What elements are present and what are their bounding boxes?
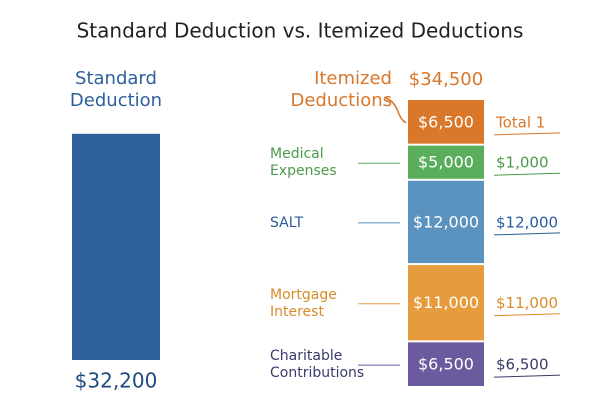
bar-segment — [408, 145, 484, 179]
value-label: $6,500 — [418, 112, 474, 131]
note: Total 1 — [495, 113, 545, 131]
note-underline — [493, 132, 561, 136]
note-underline — [493, 172, 561, 176]
category-label: Mortgage Interest — [270, 286, 337, 320]
category-label: Medical Expenses — [270, 146, 337, 180]
value-label: $11,000 — [413, 293, 479, 312]
bar-segment — [408, 265, 484, 341]
note-underline — [493, 313, 561, 317]
value-label: $32,200 — [75, 369, 158, 393]
total-label: $34,500 — [409, 69, 483, 90]
note-underline — [493, 232, 561, 236]
value-label: $5,000 — [418, 153, 474, 172]
bar-label: Itemized Deductions — [290, 68, 392, 111]
note-underline — [493, 374, 561, 378]
note: $6,500 — [496, 356, 549, 374]
bar-segment — [408, 180, 484, 264]
chart-title: Standard Deduction vs. Itemized Deductio… — [77, 19, 524, 43]
bar-segment — [408, 342, 484, 386]
note: $1,000 — [496, 154, 549, 172]
bar — [72, 133, 160, 360]
category-label: SALT — [270, 214, 304, 231]
value-label: $6,500 — [418, 355, 474, 374]
bar-label: Standard Deduction — [69, 68, 163, 111]
bar-segment — [408, 100, 484, 144]
note: $11,000 — [496, 294, 558, 312]
leader-line — [385, 97, 407, 124]
value-label: $12,000 — [413, 212, 479, 231]
note: $12,000 — [496, 213, 558, 231]
category-label: Charitable Contributions — [270, 348, 365, 382]
